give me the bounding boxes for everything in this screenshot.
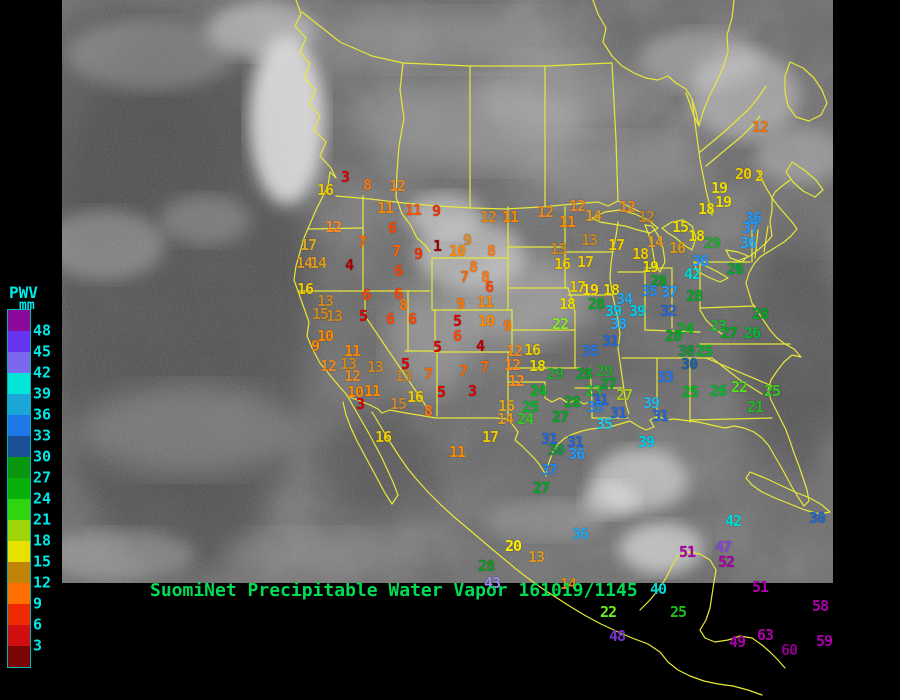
lake-huron xyxy=(661,219,697,251)
wv-va-border xyxy=(699,309,723,335)
legend-bar xyxy=(7,309,31,668)
legend-swatch xyxy=(8,541,30,562)
legend-swatch xyxy=(8,373,30,394)
pacific-coastline xyxy=(293,0,399,505)
lake-superior xyxy=(591,209,659,234)
st-lawrence-south-shore xyxy=(705,115,761,167)
legend-label: 6 xyxy=(33,615,43,634)
mexico-west-coastline xyxy=(371,411,763,696)
legend-swatch xyxy=(8,625,30,646)
legend-swatch-below-scale xyxy=(8,646,30,667)
ky-tn-border xyxy=(644,329,701,333)
bc-alberta-border xyxy=(395,62,405,198)
ga-fl-border xyxy=(689,417,773,421)
legend-swatch xyxy=(8,583,30,604)
legend-label: 9 xyxy=(33,594,43,613)
legend-swatch xyxy=(8,520,30,541)
mississippi-river xyxy=(609,221,630,415)
satellite-image xyxy=(62,0,833,583)
legend-label: 24 xyxy=(33,489,52,508)
ontario-quebec-border xyxy=(691,98,713,216)
legend-label: 42 xyxy=(33,363,52,382)
legend-label: 30 xyxy=(33,447,52,466)
legend-swatch xyxy=(8,499,30,520)
legend-label: 15 xyxy=(33,552,52,571)
st-lawrence-north-shore xyxy=(699,85,767,153)
legend-swatch xyxy=(8,604,30,625)
legend-swatch xyxy=(8,352,30,373)
lake-erie xyxy=(693,261,729,283)
nh-me-border xyxy=(763,225,769,253)
legend-label: 48 xyxy=(33,321,52,340)
legend-swatch xyxy=(8,394,30,415)
us-canada-border-east xyxy=(739,169,773,261)
legend-title: PWV xyxy=(9,283,38,302)
ok-tx-border xyxy=(507,367,593,405)
manitoba-ontario-border xyxy=(611,62,619,202)
legend-label: 12 xyxy=(33,573,52,592)
vt-nh-border xyxy=(754,229,759,259)
nova-scotia-outline xyxy=(785,161,824,198)
legend-swatch xyxy=(8,562,30,583)
hudson-bay-east xyxy=(698,0,735,127)
legend-units: mm xyxy=(19,298,35,313)
legend-label: 33 xyxy=(33,426,52,445)
sc-ga-border xyxy=(711,357,763,395)
legend-swatch xyxy=(8,331,30,352)
us-canada-border xyxy=(335,195,641,213)
wa-or-border xyxy=(308,227,364,230)
map-borders xyxy=(293,0,831,696)
legend-label: 45 xyxy=(33,342,52,361)
legend-label: 27 xyxy=(33,468,52,487)
legend-label: 36 xyxy=(33,405,52,424)
mo-west-border xyxy=(567,287,576,331)
gulf-atlantic-coastline xyxy=(545,179,810,507)
us-mexico-border xyxy=(346,395,547,477)
pa-md-border xyxy=(699,305,756,309)
newfoundland-outline xyxy=(784,61,828,122)
pwv-legend: PWV mm 48 45 42 39 36 33 30 27 24 21 18 15 12 9 6 3 xyxy=(0,0,62,700)
lake-ontario xyxy=(725,249,749,263)
ca-nv-border xyxy=(364,290,429,410)
cuba-outline xyxy=(745,471,831,515)
hudson-bay-west xyxy=(592,0,700,127)
legend-swatch xyxy=(8,457,30,478)
legend-swatch xyxy=(8,415,30,436)
product-title: SuomiNet Precipitable Water Vapor 161019… xyxy=(150,580,638,601)
ok-ar-border xyxy=(589,367,593,402)
legend-label: 3 xyxy=(33,636,43,655)
legend-label: 21 xyxy=(33,510,52,529)
legend-label: 39 xyxy=(33,384,52,403)
id-mt-border xyxy=(395,196,431,253)
legend-swatch xyxy=(8,310,30,331)
legend-swatch xyxy=(8,436,30,457)
legend-label: 18 xyxy=(33,531,52,550)
yucatan-outline xyxy=(639,551,786,669)
lake-michigan xyxy=(644,224,666,273)
legend-swatch xyxy=(8,478,30,499)
